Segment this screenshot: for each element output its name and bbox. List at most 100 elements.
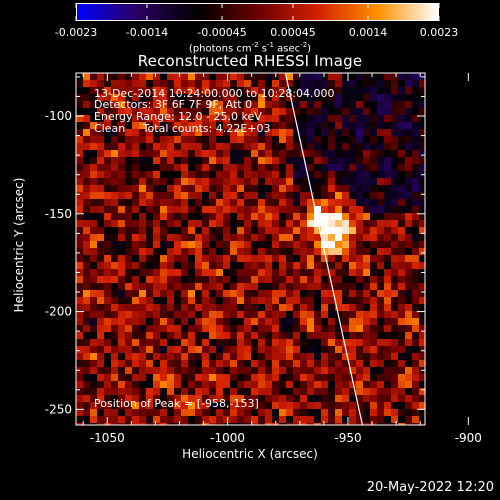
heatmap-cell [216,248,223,255]
heatmap-cell [342,269,349,276]
heatmap-cell [398,73,405,80]
heatmap-cell [188,213,195,220]
heatmap-cell [314,332,321,339]
heatmap-cell [90,297,97,304]
heatmap-cell [83,171,90,178]
heatmap-cell [391,416,398,423]
heatmap-cell [419,143,425,150]
heatmap-cell [321,304,328,311]
heatmap-cell [146,255,153,262]
heatmap-cell [412,87,419,94]
heatmap-cell [125,143,132,150]
heatmap-cell [167,381,174,388]
heatmap-cell [384,290,391,297]
heatmap-cell [118,311,125,318]
heatmap-cell [174,360,181,367]
heatmap-cell [209,192,216,199]
heatmap-cell [111,269,118,276]
heatmap-cell [104,388,111,395]
heatmap-cell [412,311,419,318]
heatmap-cell [391,192,398,199]
heatmap-cell [251,269,258,276]
heatmap-cell [111,290,118,297]
heatmap-cell [223,206,230,213]
heatmap-cell [230,367,237,374]
heatmap-cell [146,409,153,416]
heatmap-cell [363,304,370,311]
heatmap-cell [132,269,139,276]
heatmap-cell [125,367,132,374]
heatmap-cell [153,80,160,87]
heatmap-cell [83,234,90,241]
heatmap-cell [216,402,223,409]
heatmap-cell [244,234,251,241]
heatmap-cell [370,206,377,213]
heatmap-cell [391,87,398,94]
heatmap-cell [230,297,237,304]
heatmap-cell [181,423,188,425]
heatmap-cell [300,255,307,262]
heatmap-cell [370,311,377,318]
heatmap-cell [398,360,405,367]
heatmap-cell [111,360,118,367]
heatmap-cell [265,325,272,332]
y-tick-label: -100 [45,109,72,123]
heatmap-cell [132,199,139,206]
heatmap-cell [139,206,146,213]
heatmap-cell [251,381,258,388]
heatmap-cell [97,178,104,185]
heatmap-cell [398,115,405,122]
heatmap-cell [328,94,335,101]
heatmap-cell [377,101,384,108]
heatmap-cell [335,241,342,248]
heatmap-cell [76,409,83,416]
heatmap-cell [237,416,244,423]
heatmap-cell [118,402,125,409]
heatmap-cell [251,388,258,395]
colorbar-tick-label: -0.00045 [197,26,246,39]
heatmap-cell [377,108,384,115]
heatmap-cell [139,339,146,346]
heatmap-cell [307,101,314,108]
heatmap-cell [153,346,160,353]
heatmap-cell [405,94,412,101]
heatmap-cell [83,87,90,94]
heatmap-cell [202,395,209,402]
heatmap-cell [328,395,335,402]
heatmap-cell [370,80,377,87]
heatmap-cell [251,206,258,213]
heatmap-cell [279,213,286,220]
heatmap-cell [195,311,202,318]
heatmap-cell [377,157,384,164]
heatmap-cell [153,220,160,227]
heatmap-cell [111,248,118,255]
heatmap-cell [146,129,153,136]
heatmap-cell [321,339,328,346]
heatmap-cell [286,269,293,276]
heatmap-cell [111,101,118,108]
heatmap-cell [76,332,83,339]
heatmap-cell [356,381,363,388]
heatmap-cell [300,171,307,178]
heatmap-cell [111,143,118,150]
heatmap-cell [398,241,405,248]
heatmap-cell [230,178,237,185]
heatmap-cell [181,276,188,283]
heatmap-cell [419,297,425,304]
heatmap-cell [300,178,307,185]
heatmap-cell [419,255,425,262]
heatmap-cell [293,143,300,150]
heatmap-cell [237,234,244,241]
heatmap-cell [398,262,405,269]
heatmap-cell [398,94,405,101]
heatmap-cell [237,108,244,115]
heatmap-cell [195,360,202,367]
heatmap-cell [398,339,405,346]
heatmap-cell [90,304,97,311]
heatmap-cell [111,318,118,325]
heatmap-cell [419,311,425,318]
heatmap-cell [160,122,167,129]
heatmap-cell [167,283,174,290]
heatmap-cell [174,122,181,129]
heatmap-cell [405,241,412,248]
